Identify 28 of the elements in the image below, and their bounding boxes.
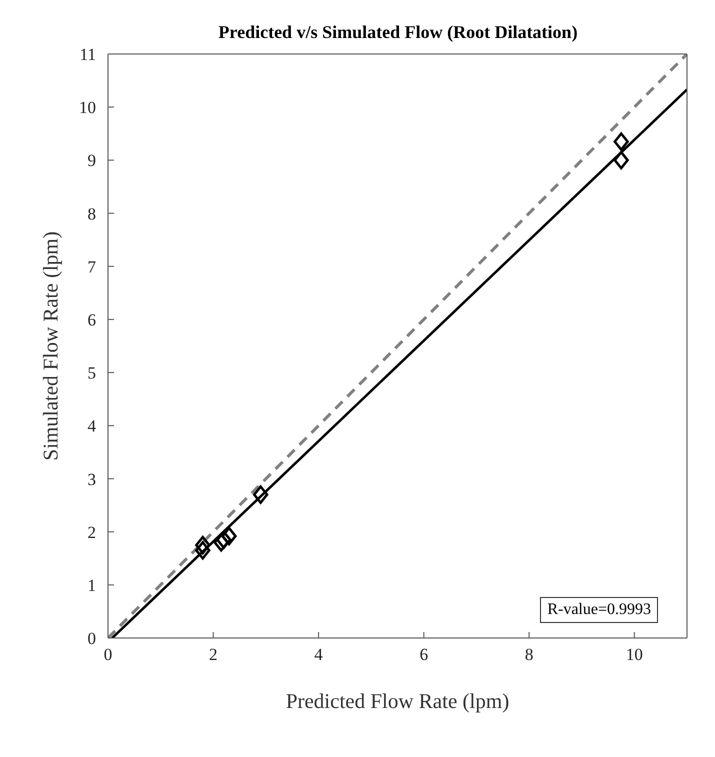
y-tick-label: 5 [88, 364, 96, 383]
y-tick-label: 6 [88, 310, 96, 330]
point [195, 541, 210, 560]
y-tick-label: 2 [88, 522, 96, 542]
x-tick-label: 0 [104, 645, 112, 664]
chart-title: Predicted v/s Simulated Flow (Root Dilatation) [217, 22, 579, 43]
y-tick-label: 10 [79, 98, 96, 118]
y-tick-label: 4 [88, 416, 96, 436]
point [614, 150, 629, 170]
x-axis-title: Predicted Flow Rate (lpm) [286, 689, 510, 713]
x-tick-label: 10 [626, 645, 643, 664]
y-tick-label: 3 [88, 470, 96, 489]
x-tick-label: 2 [209, 645, 218, 664]
point [195, 536, 210, 554]
y-tick-label: 11 [80, 45, 96, 64]
point [221, 526, 237, 546]
x-tick-label: 4 [314, 645, 324, 664]
y-tick-label: 0 [88, 629, 96, 648]
point [252, 485, 268, 504]
y-axis-title: Simulated Flow Rate (lpm) [38, 231, 62, 461]
x-tick-label: 6 [420, 645, 428, 664]
y-tick-label: 7 [88, 257, 96, 276]
y-tick-label: 1 [88, 576, 96, 595]
point [614, 132, 629, 151]
y-tick-label: 8 [88, 204, 96, 224]
y-tick-label: 9 [88, 151, 96, 170]
x-tick-label: 8 [524, 645, 534, 664]
annotation: R-value=0.9993 [540, 597, 658, 623]
